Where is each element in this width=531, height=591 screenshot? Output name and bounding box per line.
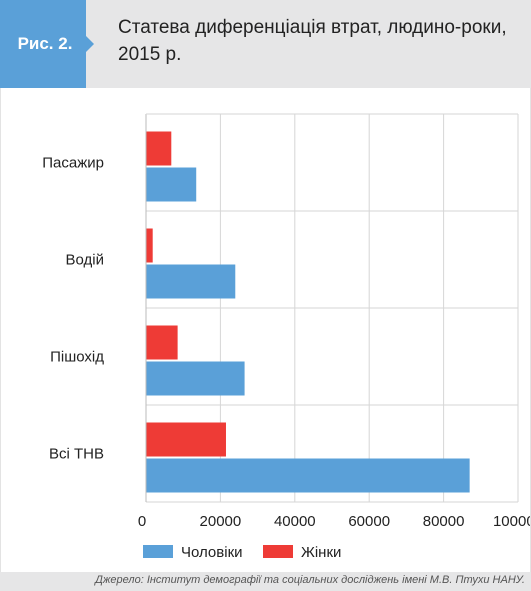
- bar-women: [146, 228, 153, 263]
- category-label: Водій: [66, 252, 104, 269]
- x-tick-label: 0: [138, 513, 146, 530]
- legend-swatch: [143, 545, 173, 558]
- x-tick-label: 60000: [348, 513, 390, 530]
- x-tick-label: 80000: [423, 513, 465, 530]
- x-tick-label: 100000: [493, 513, 530, 530]
- legend-label: Жінки: [301, 544, 341, 561]
- bar-chart: Пасажир Водій Пішохід Всі ТНВ 0 20000 40000 600…: [42, 113, 530, 561]
- bar-men: [146, 264, 236, 299]
- badge-arrow-icon: [86, 36, 94, 52]
- source-note: Джерело: Інститут демографії та соціальн…: [95, 574, 525, 586]
- category-label: Пішохід: [50, 349, 104, 366]
- chart-panel: Пасажир Водій Пішохід Всі ТНВ 0 20000 40000 600…: [0, 88, 531, 572]
- category-label: Пасажир: [42, 155, 104, 172]
- figure-badge: Рис. 2.: [0, 0, 86, 88]
- bar-men: [146, 458, 470, 493]
- chart-title: Статева диференціація втрат, людино-роки…: [118, 17, 507, 65]
- legend-swatch: [263, 545, 293, 558]
- bar-men: [146, 361, 245, 396]
- bar-women: [146, 131, 172, 166]
- figure-footer: Джерело: Інститут демографії та соціальн…: [0, 572, 531, 591]
- x-tick-label: 20000: [200, 513, 242, 530]
- legend-label: Чоловіки: [181, 544, 243, 561]
- x-tick-label: 40000: [274, 513, 316, 530]
- category-label: Всі ТНВ: [49, 446, 104, 463]
- bar-men: [146, 167, 197, 202]
- bar-women: [146, 422, 226, 457]
- figure-header: Рис. 2. Статева диференціація втрат, люд…: [0, 0, 531, 88]
- bar-women: [146, 325, 178, 360]
